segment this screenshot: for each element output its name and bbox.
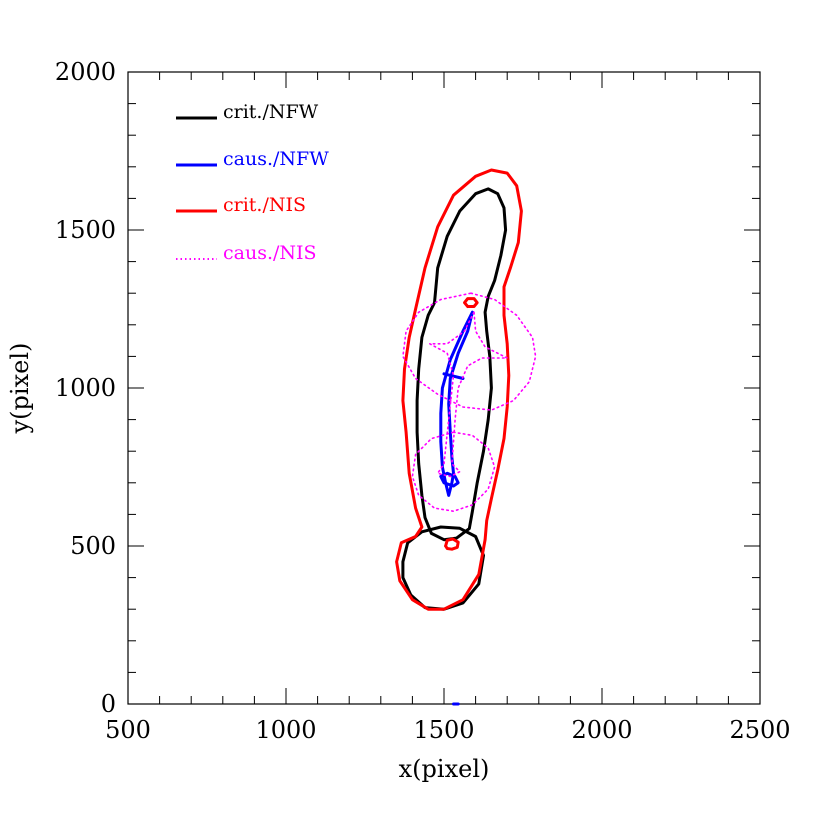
curve-caus-nis-2 <box>402 292 537 411</box>
y-tick-label-0: 0 <box>101 690 116 718</box>
y-tick-label-500: 500 <box>70 532 116 560</box>
legend-label-crit-nis: crit./NIS <box>223 194 306 216</box>
curve-caus-nfw-3 <box>442 372 465 380</box>
curve-crit-nis-3 <box>444 537 460 551</box>
x-tick-label-1500: 1500 <box>413 716 474 744</box>
legend-label-crit-nfw: crit./NFW <box>223 101 319 123</box>
x-tick-label-1000: 1000 <box>255 716 316 744</box>
legend-label-caus-nfw: caus./NFW <box>223 148 329 170</box>
x-tick-label-2500: 2500 <box>729 716 790 744</box>
legend-label-caus-nis: caus./NIS <box>223 242 317 264</box>
x-axis-title: x(pixel) <box>399 755 490 783</box>
x-tick-label-2000: 2000 <box>571 716 632 744</box>
curve-crit-nis-2 <box>463 297 479 308</box>
curve-crit-nis-1 <box>395 168 523 611</box>
y-tick-label-1500: 1500 <box>55 216 116 244</box>
curve-caus-nis-1 <box>429 311 508 478</box>
series-layer <box>395 168 537 706</box>
curve-crit-nfw-1 <box>415 187 508 542</box>
curve-caus-nis-3 <box>411 431 496 512</box>
y-tick-label-1000: 1000 <box>55 374 116 402</box>
x-tick-label-500: 500 <box>105 716 151 744</box>
y-tick-label-2000: 2000 <box>55 58 116 86</box>
axis-ticks <box>127 71 761 705</box>
y-axis-title: y(pixel) <box>6 343 34 435</box>
legend: crit./NFW caus./NFW crit./NIS caus./NIS <box>176 101 329 264</box>
curve-caus-nfw-2 <box>439 471 460 488</box>
